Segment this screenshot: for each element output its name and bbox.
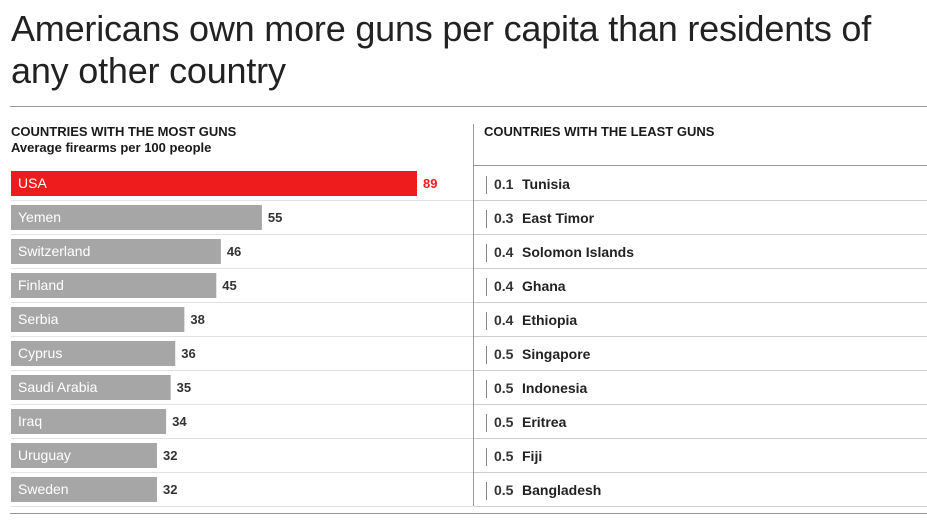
- row-tick: [486, 244, 487, 262]
- row-tick: [486, 414, 487, 432]
- least-guns-country: Solomon Islands: [522, 244, 635, 260]
- most-guns-bar-chart: USA 89 Yemen 55 Switzerland 46 Finland 45 Serbia…: [11, 171, 473, 507]
- bar-value-label: 45: [222, 278, 236, 293]
- bar-category-label: Switzerland: [18, 243, 90, 259]
- least-guns-row: 0.4 Solomon Islands: [474, 235, 927, 269]
- least-guns-country: Tunisia: [522, 176, 570, 192]
- least-guns-value: 0.4: [494, 244, 514, 260]
- bar-group: Switzerland 46: [11, 239, 473, 269]
- least-guns-country: Fiji: [522, 448, 543, 464]
- bar-category-label: Uruguay: [18, 447, 71, 463]
- title-divider: [10, 106, 927, 107]
- bottom-divider: [10, 513, 927, 514]
- bar-category-label: Finland: [18, 277, 64, 293]
- most-guns-subtitle: Average firearms per 100 people: [11, 140, 212, 155]
- least-guns-country: Eritrea: [522, 414, 567, 430]
- bar-group: Saudi Arabia 35: [11, 375, 473, 405]
- least-guns-header-rule: [474, 165, 927, 166]
- bar: [11, 239, 221, 264]
- bar-group: Finland 45: [11, 273, 473, 303]
- least-guns-value: 0.5: [494, 448, 514, 464]
- most-guns-title: COUNTRIES WITH THE MOST GUNS: [11, 124, 237, 139]
- column-divider: [473, 124, 474, 506]
- least-guns-value: 0.5: [494, 414, 514, 430]
- bar: [11, 375, 171, 400]
- bar-value-label: 32: [163, 448, 177, 463]
- least-guns-row: 0.3 East Timor: [474, 201, 927, 235]
- least-guns-country: East Timor: [522, 210, 595, 226]
- bar-value-label: 32: [163, 482, 177, 497]
- least-guns-value: 0.5: [494, 346, 514, 362]
- bar-value-label: 55: [268, 210, 282, 225]
- bar-group: Cyprus 36: [11, 341, 473, 371]
- least-guns-title: COUNTRIES WITH THE LEAST GUNS: [484, 124, 715, 139]
- row-tick: [486, 482, 487, 500]
- least-guns-country: Singapore: [522, 346, 591, 362]
- least-guns-country: Bangladesh: [522, 482, 602, 498]
- least-guns-row: 0.4 Ghana: [474, 269, 927, 303]
- least-guns-value: 0.5: [494, 380, 514, 396]
- row-tick: [486, 312, 487, 330]
- least-guns-row: 0.5 Bangladesh: [474, 473, 927, 507]
- least-guns-value: 0.3: [494, 210, 514, 226]
- row-tick: [486, 448, 487, 466]
- bar-value-label: 46: [227, 244, 241, 259]
- bar-value-label: 35: [177, 380, 191, 395]
- least-guns-country: Ghana: [522, 278, 566, 294]
- least-guns-row: 0.4 Ethiopia: [474, 303, 927, 337]
- least-guns-value: 0.4: [494, 312, 514, 328]
- bar-category-label: Serbia: [18, 311, 59, 327]
- least-guns-row: 0.1 Tunisia: [474, 167, 927, 201]
- bar-category-label: Iraq: [18, 413, 42, 429]
- bar-category-label: USA: [18, 175, 47, 191]
- bar: [11, 307, 185, 332]
- least-guns-country: Indonesia: [522, 380, 588, 396]
- row-tick: [486, 346, 487, 364]
- bar: [11, 341, 176, 366]
- bar-group: Uruguay 32: [11, 443, 473, 473]
- bar: [11, 409, 167, 434]
- least-guns-value: 0.1: [494, 176, 514, 192]
- bar-category-label: Yemen: [18, 209, 61, 225]
- bar-group: Iraq 34: [11, 409, 473, 439]
- bar-category-label: Saudi Arabia: [18, 379, 98, 395]
- most-guns-header: COUNTRIES WITH THE MOST GUNS Average fir…: [11, 124, 236, 156]
- bar-value-label: 36: [181, 346, 195, 361]
- least-guns-value: 0.4: [494, 278, 514, 294]
- bar-group: USA 89: [11, 171, 473, 201]
- bar: [11, 477, 157, 502]
- bar: [11, 171, 417, 196]
- bar-category-label: Sweden: [18, 481, 69, 497]
- bar: [11, 205, 262, 230]
- bar-value-label: 38: [190, 312, 204, 327]
- row-tick: [486, 210, 487, 228]
- bar-group: Sweden 32: [11, 477, 473, 507]
- least-guns-country: Ethiopia: [522, 312, 578, 328]
- least-guns-row: 0.5 Eritrea: [474, 405, 927, 439]
- row-tick: [486, 278, 487, 296]
- bar: [11, 273, 217, 298]
- row-tick: [486, 176, 487, 194]
- row-tick: [486, 380, 487, 398]
- least-guns-row: 0.5 Fiji: [474, 439, 927, 473]
- bar-group: Yemen 55: [11, 205, 473, 235]
- bar-group: Serbia 38: [11, 307, 473, 337]
- least-guns-value: 0.5: [494, 482, 514, 498]
- bar: [11, 443, 157, 468]
- least-guns-row: 0.5 Singapore: [474, 337, 927, 371]
- bar-category-label: Cyprus: [18, 345, 62, 361]
- bar-value-label: 34: [172, 414, 187, 429]
- least-guns-row: 0.5 Indonesia: [474, 371, 927, 405]
- bar-value-label: 89: [423, 176, 437, 191]
- page-title: Americans own more guns per capita than …: [11, 8, 872, 91]
